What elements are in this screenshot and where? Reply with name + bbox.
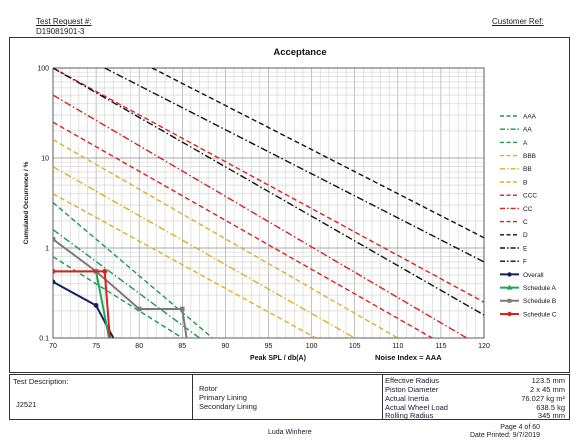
series-point [53, 268, 56, 274]
legend-label: A [523, 140, 528, 147]
legend-label: F [523, 259, 527, 266]
spec-value: 123.5 mm [531, 376, 565, 385]
footer-date-printed: Date Printed: 9/7/2019 [469, 432, 540, 439]
rotor-label: Rotor [199, 384, 218, 393]
chart-frame: Acceptance Peak SPL / db(A) Noise Index … [9, 37, 570, 373]
x-tick-label: 90 [222, 343, 230, 350]
y-axis-label: Cumulated Occurrence / % [23, 161, 30, 244]
customer-ref-label: Customer Ref: [492, 17, 544, 26]
primary-lining-label: Primary Lining [199, 393, 247, 402]
limit-line [53, 68, 484, 303]
legend-marker [507, 311, 512, 317]
x-tick-label: 100 [306, 343, 318, 350]
x-tick-label: 75 [92, 343, 100, 350]
legend-label: Schedule A [523, 285, 557, 292]
legend-label: AAA [523, 113, 537, 120]
spec-value: 76.027 kg m² [521, 394, 565, 403]
legend-label: CC [523, 206, 533, 213]
x-tick-label: 95 [265, 343, 273, 350]
specs-cell: Effective Radius 123.5 mm Piston Diamete… [383, 375, 569, 420]
limit-line [53, 256, 183, 338]
series-point [136, 306, 142, 312]
test-request-value: D19081901-3 [36, 27, 85, 36]
test-request-label: Test Request #: [36, 17, 92, 26]
spec-label: Piston Diameter [385, 385, 439, 394]
spec-value: 345 mm [537, 411, 565, 420]
x-tick-label: 70 [49, 343, 57, 350]
x-tick-label: 85 [178, 343, 186, 350]
chart-title: Acceptance [273, 47, 326, 58]
limit-line [53, 68, 484, 316]
legend-label: Overall [523, 272, 544, 279]
footer-author: Luda Winhere [268, 429, 312, 436]
series-point [93, 303, 99, 308]
legend-label: B [523, 179, 527, 186]
components-cell: Rotor Primary Lining Secondary Lining [193, 375, 383, 419]
x-tick-label: 80 [135, 343, 143, 350]
test-description-label: Test Description: [13, 377, 69, 386]
legend-label: E [523, 245, 528, 252]
spec-label: Rolling Radius [385, 411, 434, 420]
secondary-lining-label: Secondary Lining [199, 402, 257, 411]
y-tick-label: 10 [41, 156, 49, 163]
legend-label: AA [523, 127, 532, 134]
spec-value: 2 x 45 mm [529, 385, 565, 394]
series-line [53, 238, 188, 338]
footer-page: Page 4 of 60 [500, 424, 540, 431]
legend-marker [506, 284, 513, 290]
y-tick-label: 0.1 [39, 336, 49, 343]
x-tick-label: 105 [349, 343, 361, 350]
legend-label: Schedule B [523, 298, 556, 305]
y-tick-label: 100 [37, 66, 49, 73]
limit-line [53, 193, 317, 338]
noise-index-label: Noise Index = AAA [375, 353, 442, 362]
spec-value: 638.5 kg [536, 403, 565, 412]
test-description-value: J2521 [16, 400, 37, 409]
limit-line [53, 202, 213, 338]
series-point [53, 279, 56, 285]
limit-line [151, 68, 484, 239]
legend-label: Schedule C [523, 311, 557, 318]
legend-marker [507, 272, 512, 277]
test-info-table: Test Description: J2521 Rotor Primary Li… [9, 374, 570, 420]
series-point [102, 268, 108, 274]
legend-label: D [523, 232, 528, 239]
spec-label: Effective Radius [385, 376, 440, 385]
legend-label: C [523, 219, 528, 226]
limit-line [53, 229, 200, 338]
series-point [53, 236, 56, 242]
legend-marker [507, 298, 512, 303]
x-tick-label: 115 [435, 343, 446, 350]
spec-label: Actual Wheel Load [385, 403, 448, 412]
legend-label: CCC [523, 193, 537, 200]
limit-line [53, 94, 468, 338]
acceptance-chart: Acceptance Peak SPL / db(A) Noise Index … [23, 47, 557, 362]
test-description-cell: Test Description: J2521 [10, 375, 193, 419]
x-tick-label: 120 [478, 343, 490, 350]
limit-line [53, 166, 356, 338]
series-point [180, 306, 185, 312]
limit-line [53, 121, 433, 338]
spec-label: Actual Inertia [385, 394, 429, 403]
legend-label: BBB [523, 153, 536, 160]
x-axis-label: Peak SPL / db(A) [250, 355, 306, 362]
legend-label: BB [523, 166, 532, 173]
x-tick-label: 110 [392, 343, 403, 350]
y-tick-label: 1 [45, 246, 49, 253]
limit-line [53, 139, 399, 338]
limit-line [104, 68, 484, 263]
